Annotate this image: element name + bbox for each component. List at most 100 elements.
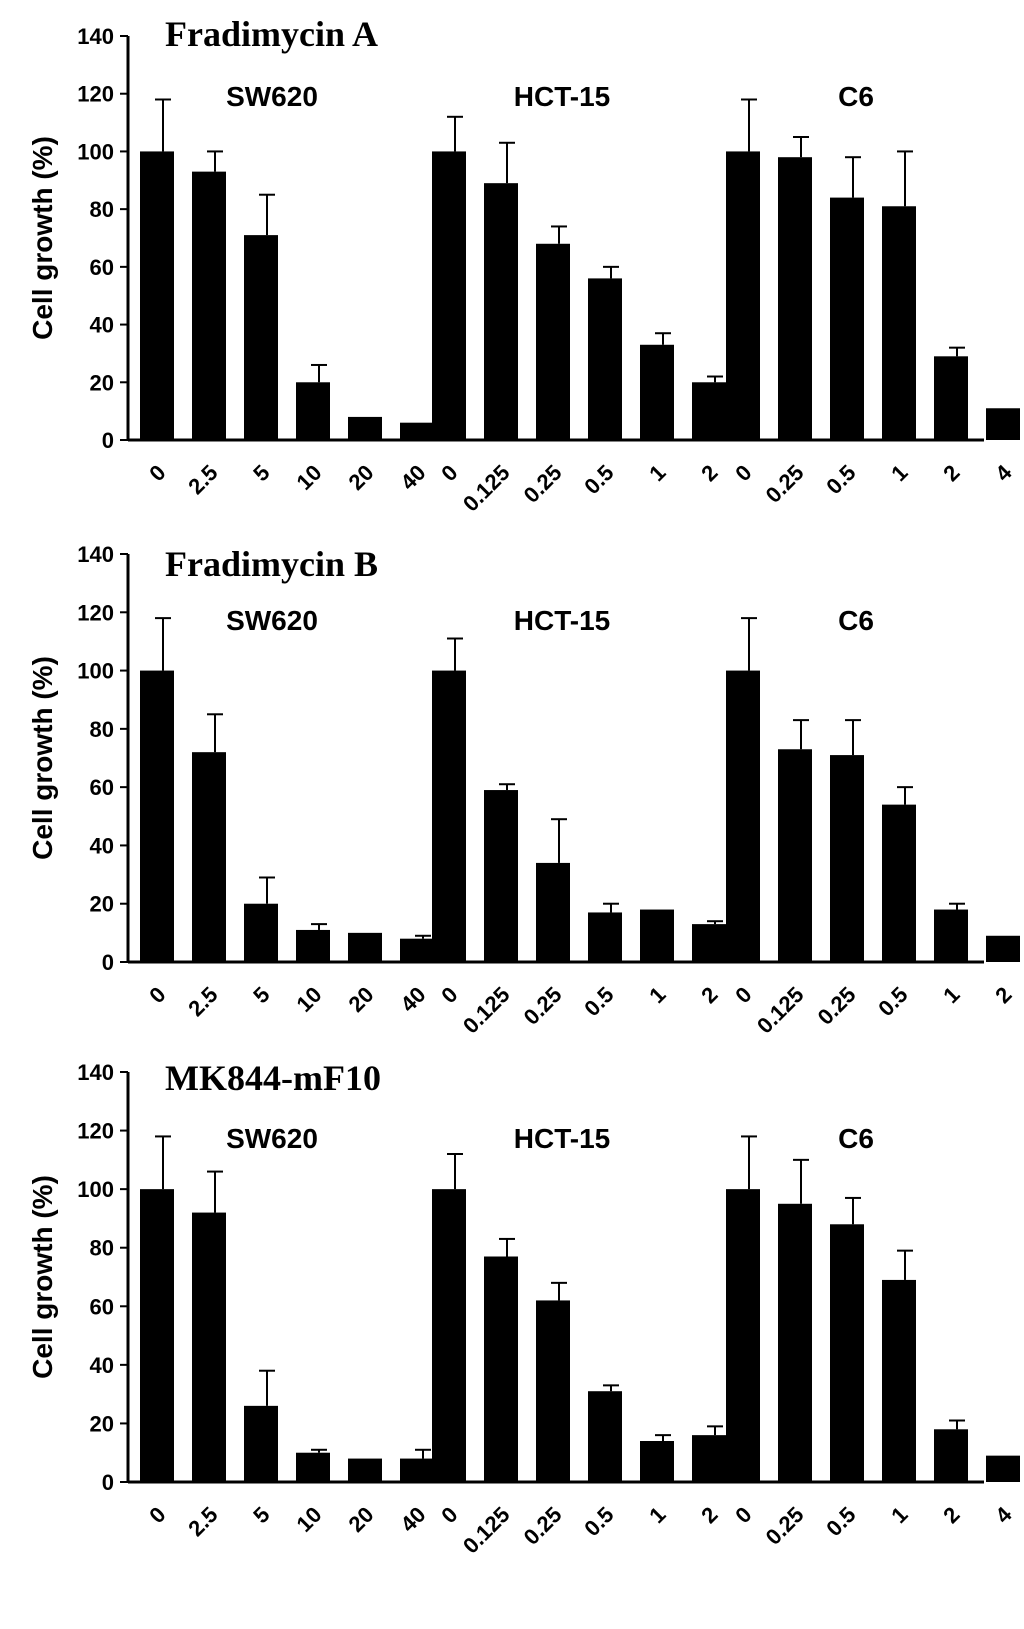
bar [536,243,570,440]
bar [536,1300,570,1482]
bar [692,382,726,440]
x-tick-label: 0.25 [519,982,567,1030]
x-tick-label: 2.5 [183,982,222,1021]
x-tick-label: 10 [292,460,327,495]
bar [882,804,916,962]
bar [192,1212,226,1482]
x-tick-label: 2.5 [183,1502,222,1541]
x-tick-label: 0.25 [519,1502,567,1550]
x-tick-label: 0.25 [813,982,861,1030]
bar [934,1429,968,1482]
x-tick-label: 0 [436,460,462,486]
y-tick-label: 0 [102,1470,114,1495]
x-tick-label: 1 [644,1502,670,1528]
bar [244,903,278,962]
bar [348,932,382,962]
x-tick-label: 0.125 [458,982,515,1039]
x-tick-label: 4 [990,1501,1017,1528]
x-tick-label: 10 [292,982,327,1017]
y-tick-label: 80 [90,717,114,742]
bar [934,356,968,440]
x-tick-label: 40 [396,982,431,1017]
x-tick-label: 40 [396,1502,431,1537]
panel-title: MK844-mF10 [165,1058,381,1098]
group-label: C6 [838,81,874,112]
bar [778,749,812,962]
x-tick-label: 0.125 [458,1502,515,1559]
group-label: SW620 [226,605,318,636]
group-label: SW620 [226,81,318,112]
bar [484,183,518,440]
bar [640,909,674,962]
y-tick-label: 120 [77,600,114,625]
bar [830,1224,864,1482]
y-tick-label: 40 [90,1353,114,1378]
bar [692,1435,726,1482]
bar [348,1458,382,1482]
bar [536,862,570,962]
x-tick-label: 4 [990,459,1017,486]
x-tick-label: 2 [696,982,722,1008]
x-tick-label: 0 [436,982,462,1008]
x-tick-label: 0 [144,982,170,1008]
bar [588,912,622,962]
y-tick-label: 80 [90,1236,114,1261]
x-tick-label: 0.5 [873,982,912,1021]
x-tick-label: 10 [292,1502,327,1537]
y-tick-label: 20 [90,370,114,395]
x-tick-label: 5 [248,460,274,486]
bar [432,151,466,440]
group-label: HCT-15 [514,1123,610,1154]
y-tick-label: 140 [77,542,114,567]
bar [640,1441,674,1482]
bar [140,151,174,440]
x-tick-label: 20 [344,460,379,495]
group-label: HCT-15 [514,605,610,636]
x-tick-label: 0.25 [761,1502,809,1550]
x-tick-label: 0.5 [579,460,618,499]
x-tick-label: 2.5 [183,460,222,499]
x-tick-label: 0.5 [821,460,860,499]
y-tick-label: 100 [77,1177,114,1202]
bar [432,670,466,962]
x-tick-label: 0.5 [821,1502,860,1541]
bar [400,422,434,440]
x-tick-label: 2 [938,1502,964,1528]
x-tick-label: 0 [436,1502,462,1528]
x-tick-label: 0.5 [579,982,618,1021]
bar [192,752,226,962]
bar [484,790,518,962]
x-tick-label: 1 [938,982,964,1008]
x-tick-label: 1 [886,1502,912,1528]
bar [192,171,226,440]
x-tick-label: 0.25 [761,460,809,508]
bar [726,151,760,440]
x-tick-label: 0.5 [579,1502,618,1541]
y-axis-label: Cell growth (%) [27,656,58,860]
y-tick-label: 120 [77,1119,114,1144]
bar [400,1458,434,1482]
bar [692,924,726,962]
x-tick-label: 5 [248,1502,274,1528]
x-tick-label: 2 [938,460,964,486]
x-tick-label: 0 [144,460,170,486]
y-tick-label: 140 [77,24,114,49]
panel-title: Fradimycin B [165,544,378,584]
group-label: HCT-15 [514,81,610,112]
bar [348,416,382,440]
x-tick-label: 5 [248,982,274,1008]
bar [830,755,864,962]
x-tick-label: 2 [696,460,722,486]
x-tick-label: 20 [344,982,379,1017]
x-tick-label: 20 [344,1502,379,1537]
bar [244,235,278,440]
bar [778,157,812,440]
bar [934,909,968,962]
bar [296,1452,330,1482]
y-tick-label: 40 [90,833,114,858]
group-label: C6 [838,605,874,636]
